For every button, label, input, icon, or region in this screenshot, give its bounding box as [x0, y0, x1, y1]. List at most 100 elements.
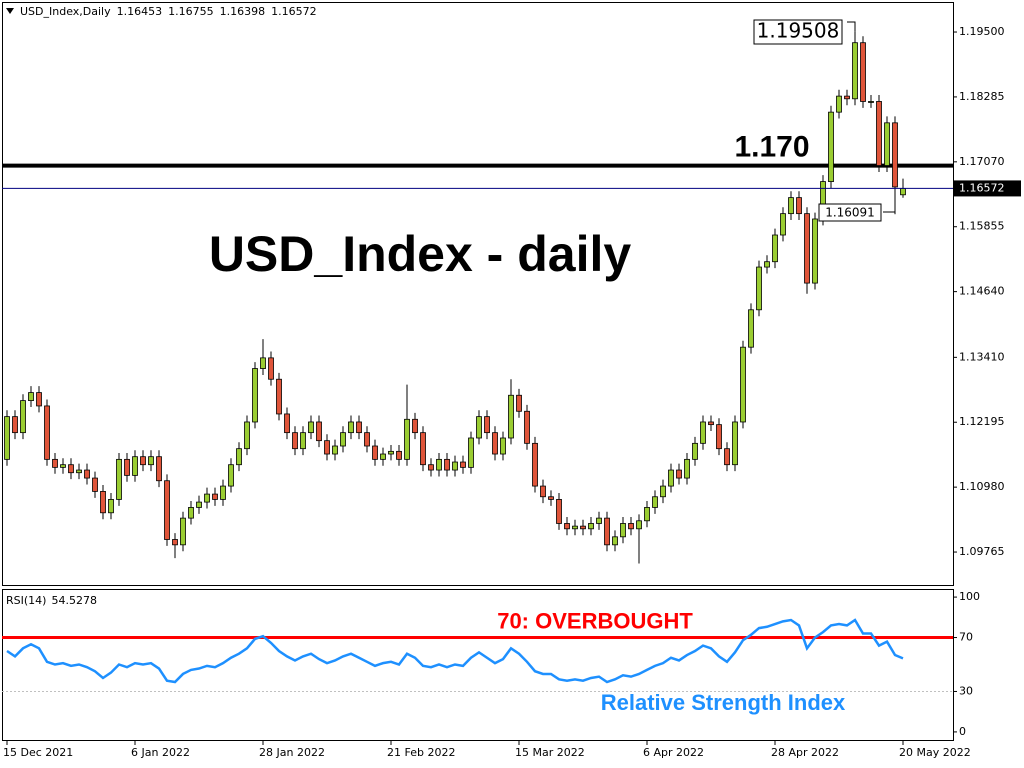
candle-body	[372, 445, 378, 460]
candle-body	[604, 517, 610, 546]
high-callout: 1.19508	[757, 19, 840, 43]
y-tick-label: 1.10980	[959, 480, 1005, 493]
candle-body	[228, 464, 234, 487]
candle-body	[460, 461, 466, 468]
candle-body	[36, 392, 42, 407]
candle-body	[524, 410, 530, 444]
candle-body	[892, 122, 898, 188]
candle-body	[156, 456, 162, 482]
x-tick-label: 6 Jan 2022	[131, 746, 190, 759]
x-tick-label: 28 Jan 2022	[259, 746, 325, 759]
y-tick-label: 1.19500	[959, 25, 1005, 38]
callout-box	[818, 203, 882, 222]
candle-body	[52, 458, 58, 468]
candle-body	[220, 485, 226, 500]
candle-body	[836, 95, 842, 113]
candle-body	[580, 525, 586, 530]
symbol: USD_Index,Daily	[20, 5, 111, 18]
level-label: 1.170	[734, 130, 809, 163]
candle-body	[868, 101, 874, 103]
candle-body	[452, 461, 458, 471]
candle-body	[108, 499, 114, 514]
candle-body	[164, 480, 170, 540]
candle-body	[780, 213, 786, 236]
candle-body	[476, 416, 482, 439]
candle-body	[180, 517, 186, 546]
candle-body	[132, 456, 138, 476]
candle-body	[420, 432, 426, 466]
y-tick-label: 1.13410	[959, 350, 1005, 363]
candle-body	[644, 507, 650, 522]
candle-body	[428, 464, 434, 471]
candle-body	[380, 453, 386, 460]
candle-body	[812, 218, 818, 284]
candle-body	[196, 501, 202, 508]
candle-body	[860, 42, 866, 102]
candle-body	[396, 450, 402, 460]
candle-body	[508, 394, 514, 439]
candle-body	[900, 188, 906, 196]
candle-body	[556, 499, 562, 524]
header-close: 1.16572	[271, 5, 317, 18]
candle-body	[44, 405, 50, 460]
low-callout: 1.16091	[825, 206, 875, 220]
candle-body	[740, 346, 746, 423]
candle-body	[172, 539, 178, 546]
candle-body	[756, 266, 762, 311]
candle-body	[284, 413, 290, 434]
candle-body	[340, 432, 346, 447]
y-tick-label: 1.09765	[959, 545, 1005, 558]
x-tick-label: 28 Apr 2022	[771, 746, 839, 759]
candle-body	[620, 523, 626, 538]
menu-arrow[interactable]	[6, 8, 14, 14]
y-tick-label: 1.14640	[959, 285, 1005, 298]
candle-body	[468, 437, 474, 468]
candle-body	[68, 464, 74, 474]
candle-body	[484, 416, 490, 434]
rsi-panel	[2, 589, 954, 741]
candle-body	[444, 458, 450, 471]
y-tick-label: 1.17070	[959, 155, 1005, 168]
candle-body	[636, 520, 642, 530]
candle-body	[84, 469, 90, 479]
current-price-tag	[954, 180, 1021, 197]
candle-body	[532, 442, 538, 487]
candle-body	[516, 394, 522, 412]
candle-body	[852, 42, 858, 100]
candle-body	[716, 424, 722, 450]
header-low: 1.16398	[220, 5, 266, 18]
candle-body	[724, 448, 730, 466]
rsi-title: RSI(14)	[6, 594, 46, 607]
candle-body	[764, 261, 770, 268]
candle-body	[300, 432, 306, 450]
candle-body	[876, 101, 882, 166]
candle-body	[308, 421, 314, 434]
candle-body	[828, 111, 834, 182]
y-tick-label: 30	[959, 684, 973, 697]
candle-body	[796, 197, 802, 215]
candle-body	[708, 421, 714, 426]
candle-body	[60, 464, 66, 468]
candle-body	[28, 392, 34, 402]
candle-body	[660, 485, 666, 498]
candle-body	[564, 523, 570, 530]
candle-body	[436, 458, 442, 471]
candle-body	[772, 234, 778, 263]
x-tick-label: 20 May 2022	[899, 746, 971, 759]
x-tick-label: 15 Dec 2021	[3, 746, 73, 759]
chart-title: USD_Index - daily	[209, 226, 632, 282]
candle-body	[684, 458, 690, 479]
candle-body	[316, 421, 322, 442]
callout-line	[883, 211, 896, 215]
candle-body	[588, 523, 594, 530]
candle-body	[100, 491, 106, 514]
callout-box	[753, 19, 843, 45]
candle-body	[356, 421, 362, 434]
candle-body	[692, 442, 698, 460]
rsi-annotation: Relative Strength Index	[601, 690, 846, 715]
candle-body	[628, 523, 634, 530]
y-tick-label: 1.15855	[959, 220, 1005, 233]
candle-body	[260, 357, 266, 369]
